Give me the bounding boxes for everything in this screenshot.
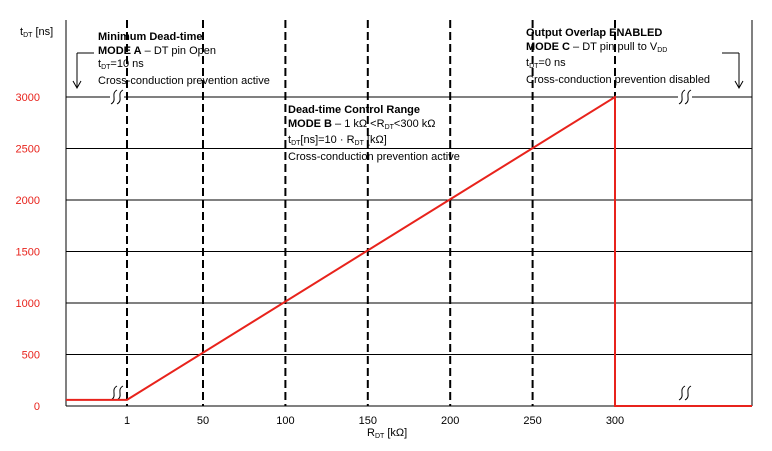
x-tick-labels: 1 50 100 150 200 250 300	[124, 415, 624, 427]
annotation-mode-c-mode: MODE C – DT pin pull to VDD	[526, 40, 668, 54]
x-tick-250: 250	[523, 415, 541, 427]
horizontal-gridlines	[66, 96, 752, 355]
y-tick-0: 0	[34, 401, 40, 413]
series-group	[66, 95, 752, 407]
annotation-mode-a-mode: MODE A – DT pin Open	[98, 44, 216, 57]
x-tick-150: 150	[359, 415, 377, 427]
x-tick-100: 100	[276, 415, 294, 427]
annotation-mode-a-equation: tDT=10 ns	[98, 58, 144, 71]
x-tick-200: 200	[441, 415, 459, 427]
arrow-right-icon	[722, 52, 744, 90]
y-tick-2000: 2000	[16, 195, 40, 207]
annotation-mode-b-mode: MODE B – 1 kΩ <RDT<300 kΩ	[288, 117, 436, 131]
x-tick-1: 1	[124, 415, 130, 427]
annotation-mode-a-title: Minimum Dead-time	[98, 31, 203, 43]
annotation-mode-b-title: Dead-time Control Range	[288, 104, 421, 116]
y-tick-1500: 1500	[16, 247, 40, 259]
annotation-mode-c-equation: tDT=0 ns	[526, 57, 566, 70]
series-line	[66, 95, 752, 407]
boundary-arrows	[72, 52, 744, 90]
annotation-mode-c-note: Cross-conduction prevention disabled	[526, 73, 711, 86]
y-axis-title: tDT [ns]	[20, 26, 54, 39]
x-axis-title: RDT [kΩ]	[367, 427, 408, 440]
break-top-right-icon	[678, 89, 692, 105]
annotation-mode-c-title: Output Overlap ENABLED	[526, 27, 663, 39]
annotation-mode-a: Minimum Dead-time MODE A – DT pin Open t…	[98, 31, 270, 88]
annotation-mode-c: Output Overlap ENABLED MODE C – DT pin p…	[526, 27, 710, 87]
x-tick-300: 300	[606, 415, 624, 427]
annotation-mode-b: Dead-time Control Range MODE B – 1 kΩ <R…	[288, 104, 460, 164]
annotation-mode-b-equation: tDT[ns]=10 · RDT [kΩ]	[288, 134, 387, 147]
y-tick-1000: 1000	[16, 298, 40, 310]
break-top-left-icon	[110, 89, 124, 105]
x-tick-50: 50	[197, 415, 209, 427]
arrow-left-icon	[72, 52, 94, 90]
y-tick-labels: 0 500 1000 1500 2000 2500 3000	[16, 92, 40, 413]
y-tick-2500: 2500	[16, 144, 40, 156]
break-bottom-right-icon	[678, 385, 692, 401]
break-bottom-left-icon	[110, 385, 124, 401]
y-tick-3000: 3000	[16, 92, 40, 104]
annotation-mode-b-note: Cross-conduction prevention active	[288, 150, 460, 163]
annotation-mode-a-note: Cross-conduction prevention active	[98, 74, 270, 87]
y-tick-500: 500	[22, 350, 40, 362]
vertical-gridlines	[126, 20, 616, 406]
